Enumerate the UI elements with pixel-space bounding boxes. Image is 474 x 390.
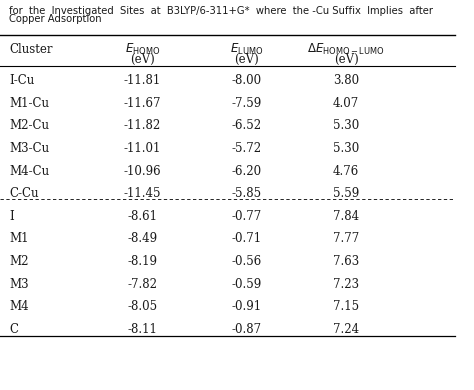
Text: -8.19: -8.19 <box>127 255 157 268</box>
Text: C: C <box>9 323 18 336</box>
Text: $\Delta\mathit{E}_{\mathrm{HOMO-LUMO}}$: $\Delta\mathit{E}_{\mathrm{HOMO-LUMO}}$ <box>307 42 385 57</box>
Text: M4-Cu: M4-Cu <box>9 165 50 177</box>
Text: -11.82: -11.82 <box>124 119 161 132</box>
Text: -11.01: -11.01 <box>124 142 161 155</box>
Text: 5.30: 5.30 <box>333 119 359 132</box>
Text: -7.82: -7.82 <box>127 278 157 291</box>
Text: (eV): (eV) <box>130 53 155 66</box>
Text: 5.30: 5.30 <box>333 142 359 155</box>
Text: -8.00: -8.00 <box>231 74 262 87</box>
Text: 4.07: 4.07 <box>333 97 359 110</box>
Text: -11.67: -11.67 <box>123 97 161 110</box>
Text: -8.05: -8.05 <box>127 300 157 313</box>
Text: $\mathit{E}_{\mathrm{LUMO}}$: $\mathit{E}_{\mathrm{LUMO}}$ <box>230 42 263 57</box>
Text: I-Cu: I-Cu <box>9 74 35 87</box>
Text: -5.85: -5.85 <box>231 187 262 200</box>
Text: -0.77: -0.77 <box>231 210 262 223</box>
Text: $\mathit{E}_{\mathrm{HOMO}}$: $\mathit{E}_{\mathrm{HOMO}}$ <box>125 42 160 57</box>
Text: 7.23: 7.23 <box>333 278 359 291</box>
Text: 7.24: 7.24 <box>333 323 359 336</box>
Text: C-Cu: C-Cu <box>9 187 39 200</box>
Text: -11.81: -11.81 <box>124 74 161 87</box>
Text: Copper Adsorption: Copper Adsorption <box>9 14 102 25</box>
Text: 7.63: 7.63 <box>333 255 359 268</box>
Text: M1-Cu: M1-Cu <box>9 97 49 110</box>
Text: M3: M3 <box>9 278 29 291</box>
Text: 5.59: 5.59 <box>333 187 359 200</box>
Text: M2: M2 <box>9 255 29 268</box>
Text: -6.20: -6.20 <box>231 165 262 177</box>
Text: for  the  Investigated  Sites  at  B3LYP/6-311+G*  where  the -Cu Suffix  Implie: for the Investigated Sites at B3LYP/6-31… <box>9 6 434 16</box>
Text: -0.59: -0.59 <box>231 278 262 291</box>
Text: -0.71: -0.71 <box>231 232 262 245</box>
Text: M1: M1 <box>9 232 29 245</box>
Text: -11.45: -11.45 <box>123 187 161 200</box>
Text: -0.87: -0.87 <box>231 323 262 336</box>
Text: M3-Cu: M3-Cu <box>9 142 50 155</box>
Text: 7.77: 7.77 <box>333 232 359 245</box>
Text: -0.91: -0.91 <box>231 300 262 313</box>
Text: -7.59: -7.59 <box>231 97 262 110</box>
Text: 3.80: 3.80 <box>333 74 359 87</box>
Text: -5.72: -5.72 <box>231 142 262 155</box>
Text: -8.49: -8.49 <box>127 232 157 245</box>
Text: M4: M4 <box>9 300 29 313</box>
Text: 7.84: 7.84 <box>333 210 359 223</box>
Text: (eV): (eV) <box>334 53 358 66</box>
Text: Cluster: Cluster <box>9 43 53 56</box>
Text: (eV): (eV) <box>234 53 259 66</box>
Text: 4.76: 4.76 <box>333 165 359 177</box>
Text: -8.11: -8.11 <box>127 323 157 336</box>
Text: -10.96: -10.96 <box>123 165 161 177</box>
Text: 7.15: 7.15 <box>333 300 359 313</box>
Text: -8.61: -8.61 <box>127 210 157 223</box>
Text: I: I <box>9 210 14 223</box>
Text: -6.52: -6.52 <box>231 119 262 132</box>
Text: M2-Cu: M2-Cu <box>9 119 49 132</box>
Text: -0.56: -0.56 <box>231 255 262 268</box>
